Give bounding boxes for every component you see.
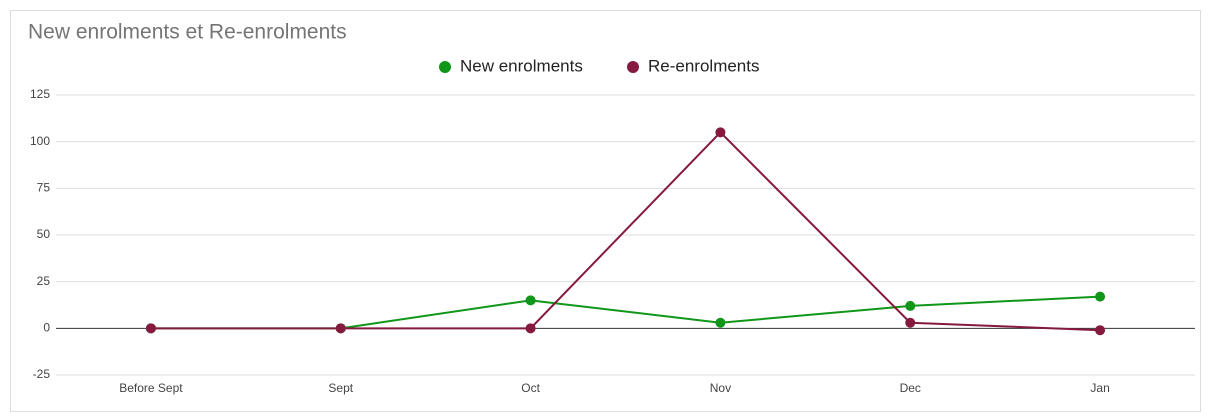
y-tick-label: 0 bbox=[43, 321, 50, 335]
x-tick-label: Oct bbox=[521, 381, 540, 395]
data-point bbox=[1095, 291, 1106, 302]
data-point bbox=[905, 300, 916, 311]
data-point bbox=[335, 323, 346, 334]
y-tick-label: 125 bbox=[30, 87, 50, 101]
x-tick-label: Sept bbox=[328, 381, 353, 395]
y-tick-label: 25 bbox=[37, 274, 51, 288]
data-point bbox=[525, 323, 536, 334]
x-tick-label: Nov bbox=[710, 381, 731, 395]
y-tick-label: 75 bbox=[37, 181, 51, 195]
series-line bbox=[150, 130, 1101, 332]
legend-label: Re-enrolments bbox=[648, 56, 760, 75]
x-tick-label: Dec bbox=[900, 381, 921, 395]
data-point bbox=[715, 317, 726, 328]
y-tick-label: 50 bbox=[37, 227, 51, 241]
data-point bbox=[1095, 325, 1106, 336]
data-point bbox=[525, 295, 536, 306]
data-point bbox=[715, 127, 726, 138]
y-tick-label: 100 bbox=[30, 134, 50, 148]
legend-marker bbox=[439, 61, 451, 73]
x-tick-label: Jan bbox=[1090, 381, 1109, 395]
y-tick-label: -25 bbox=[33, 367, 51, 381]
legend-marker bbox=[627, 61, 639, 73]
chart-title: New enrolments et Re-enrolments bbox=[28, 21, 347, 44]
data-point bbox=[905, 317, 916, 328]
chart-frame bbox=[10, 10, 1201, 412]
legend-label: New enrolments bbox=[460, 56, 583, 75]
x-tick-label: Before Sept bbox=[119, 381, 183, 395]
data-point bbox=[145, 323, 156, 334]
